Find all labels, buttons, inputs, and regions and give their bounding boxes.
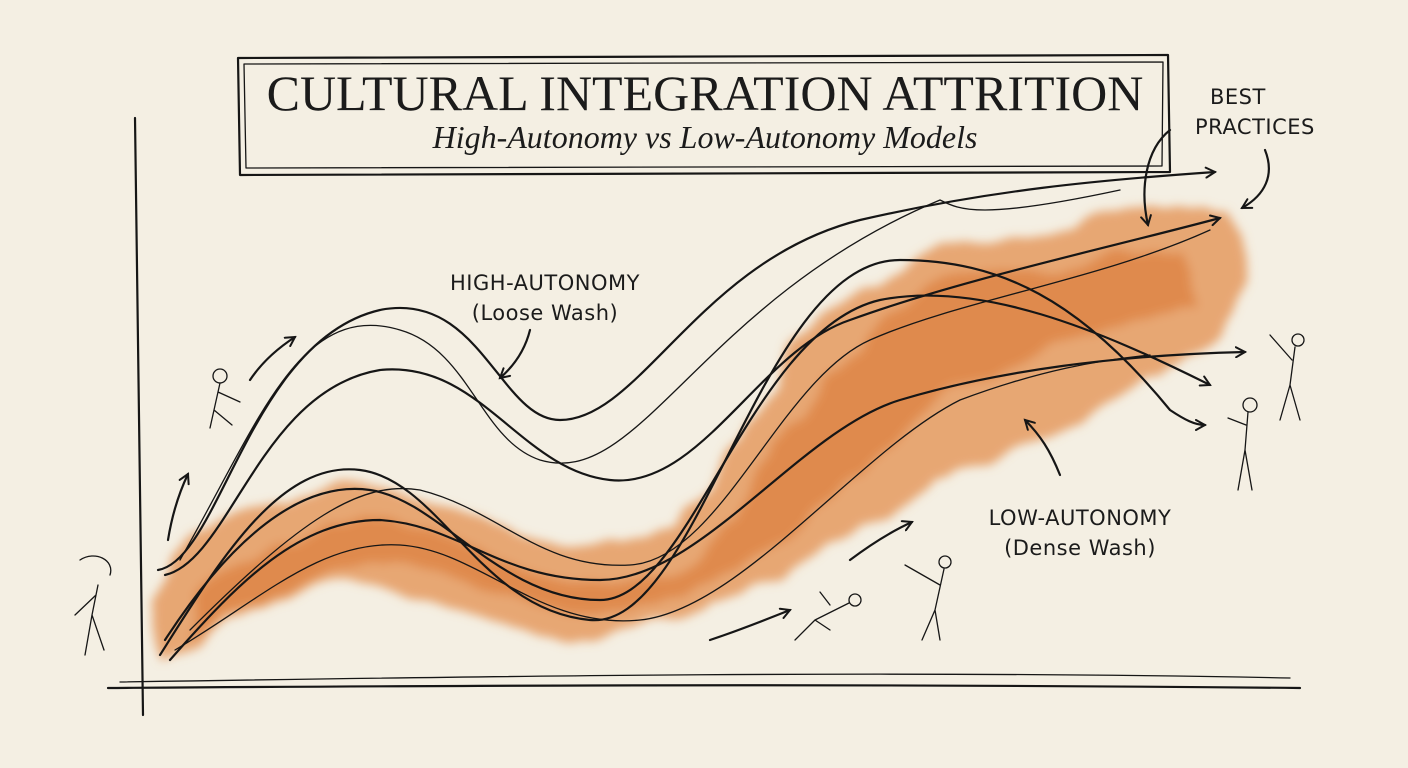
title: CULTURAL INTEGRATION ATTRITION	[267, 65, 1144, 121]
low-autonomy-label: LOW-AUTONOMY	[989, 506, 1172, 530]
wash	[150, 205, 1246, 660]
best-practices-label: BEST	[1210, 85, 1266, 109]
x-axis-sketch	[119, 673, 1291, 683]
best-arrow-1	[1144, 128, 1172, 225]
title-box	[236, 53, 1172, 177]
y-axis	[133, 116, 145, 717]
figures	[74, 333, 1305, 656]
low-autonomy-label: (Dense Wash)	[1004, 536, 1156, 560]
best-arrow-2	[1242, 148, 1270, 210]
high-autonomy-label: HIGH-AUTONOMY	[450, 271, 640, 295]
subtitle: High-Autonomy vs Low-Autonomy Models	[432, 119, 978, 155]
motion-arrow	[848, 522, 912, 562]
x-axis	[106, 684, 1302, 690]
high-autonomy-lines	[156, 172, 1220, 577]
best-practices-label: PRACTICES	[1195, 115, 1315, 139]
motion-arrow	[708, 610, 790, 642]
motion-arrow	[166, 474, 188, 542]
high-autonomy-label: (Loose Wash)	[472, 301, 619, 325]
motion-arrow	[248, 337, 295, 382]
title-box-sketch	[243, 61, 1164, 169]
low-autonomy-lines	[158, 229, 1245, 662]
high-arrow	[500, 328, 532, 378]
low-arrow	[1025, 420, 1062, 477]
